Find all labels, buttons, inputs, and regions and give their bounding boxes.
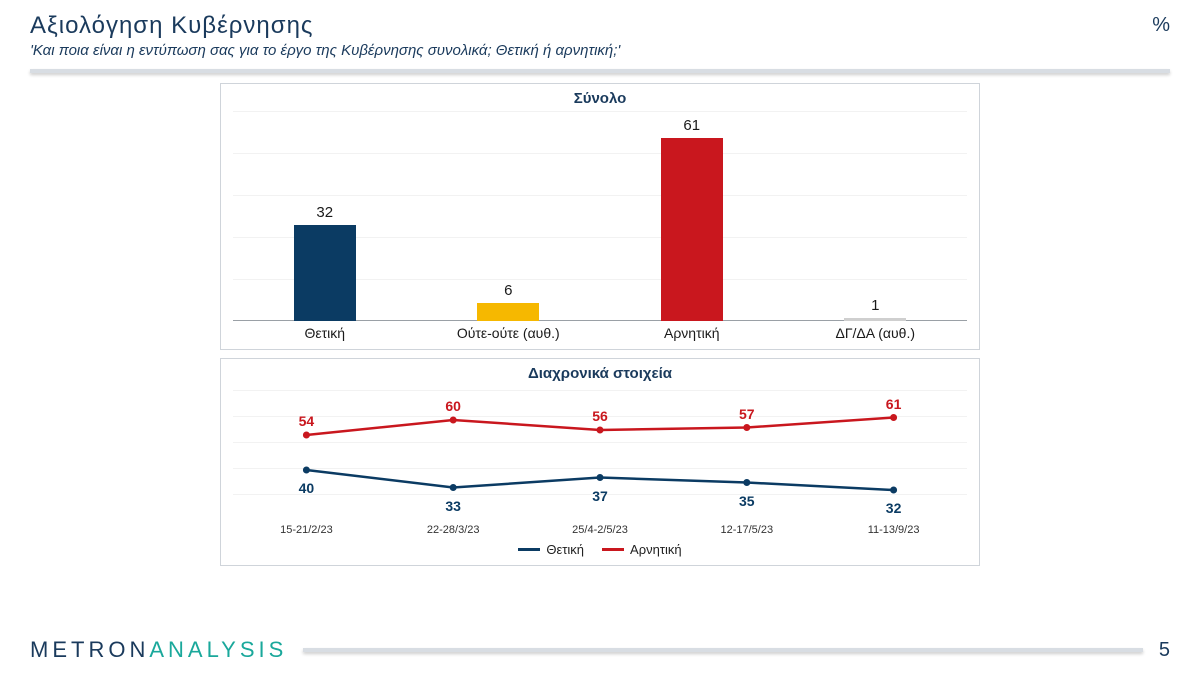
line-value-label: 54 bbox=[299, 413, 315, 429]
footer: METRONANALYSIS 5 bbox=[0, 637, 1200, 663]
bar-chart-xlabels: ΘετικήΟύτε-ούτε (αυθ.)ΑρνητικήΔΓ/ΔΑ (αυθ… bbox=[233, 325, 967, 341]
page-subtitle: 'Και ποια είναι η εντύπωση σας για το έρ… bbox=[30, 42, 1170, 59]
line-xlabel: 15-21/2/23 bbox=[233, 524, 380, 536]
legend-label: Θετική bbox=[546, 542, 584, 557]
bar-column: 6 bbox=[417, 282, 601, 321]
line-marker bbox=[743, 424, 750, 431]
bar-category-label: Αρνητική bbox=[600, 325, 784, 341]
bar-value-label: 32 bbox=[316, 204, 333, 221]
line-xlabel: 22-28/3/23 bbox=[380, 524, 527, 536]
line-chart-xlabels: 15-21/2/2322-28/3/2325/4-2/5/2312-17/5/2… bbox=[233, 524, 967, 536]
bar-column: 32 bbox=[233, 204, 417, 321]
bar-value-label: 6 bbox=[504, 282, 512, 299]
bar-rect bbox=[294, 225, 356, 321]
bar-column: 61 bbox=[600, 117, 784, 321]
line-xlabel: 11-13/9/23 bbox=[820, 524, 967, 536]
legend-item: Αρνητική bbox=[602, 542, 682, 557]
line-value-label: 33 bbox=[445, 498, 461, 514]
legend-swatch bbox=[518, 548, 540, 551]
line-marker bbox=[743, 479, 750, 486]
line-value-label: 32 bbox=[886, 500, 902, 516]
bar-category-label: Θετική bbox=[233, 325, 417, 341]
line-marker bbox=[890, 414, 897, 421]
bar-column: 1 bbox=[784, 297, 968, 321]
header: Αξιολόγηση Κυβέρνησης 'Και ποια είναι η … bbox=[0, 0, 1200, 63]
line-marker bbox=[450, 417, 457, 424]
line-value-label: 61 bbox=[886, 396, 902, 412]
line-value-label: 60 bbox=[445, 398, 461, 414]
line-value-label: 40 bbox=[299, 480, 315, 496]
line-value-label: 37 bbox=[592, 488, 608, 504]
bar-chart-panel: Σύνολο 32 6 61 1 ΘετικήΟύτε-ούτε (αυθ.)Αρνη… bbox=[220, 83, 980, 350]
line-xlabel: 25/4-2/5/23 bbox=[527, 524, 674, 536]
bar-rect bbox=[477, 303, 539, 321]
line-xlabel: 12-17/5/23 bbox=[673, 524, 820, 536]
brand-part1: METRON bbox=[30, 637, 149, 662]
page-title: Αξιολόγηση Κυβέρνησης bbox=[30, 12, 1170, 40]
line-marker bbox=[303, 467, 310, 474]
header-divider bbox=[30, 69, 1170, 73]
bar-category-label: ΔΓ/ΔΑ (αυθ.) bbox=[784, 325, 968, 341]
line-marker bbox=[303, 432, 310, 439]
legend-item: Θετική bbox=[518, 542, 584, 557]
bar-rect bbox=[844, 318, 906, 321]
line-value-label: 35 bbox=[739, 493, 755, 509]
line-marker bbox=[597, 427, 604, 434]
brand-part2: ANALYSIS bbox=[149, 637, 287, 662]
percent-indicator: % bbox=[1152, 14, 1170, 37]
line-marker bbox=[450, 484, 457, 491]
line-value-label: 57 bbox=[739, 406, 755, 422]
footer-divider bbox=[303, 648, 1143, 652]
legend-swatch bbox=[602, 548, 624, 551]
brand-logo: METRONANALYSIS bbox=[30, 637, 287, 663]
bar-value-label: 61 bbox=[683, 117, 700, 134]
bar-rect bbox=[661, 138, 723, 321]
line-chart-plot: 40 33 37 35 32 54 60 56 57 61 bbox=[233, 390, 967, 520]
line-marker bbox=[597, 474, 604, 481]
bar-chart-title: Σύνολο bbox=[221, 84, 979, 111]
legend-label: Αρνητική bbox=[630, 542, 682, 557]
bar-category-label: Ούτε-ούτε (αυθ.) bbox=[417, 325, 601, 341]
line-marker bbox=[890, 487, 897, 494]
line-value-label: 56 bbox=[592, 408, 608, 424]
page-number: 5 bbox=[1159, 639, 1170, 662]
bar-value-label: 1 bbox=[871, 297, 879, 314]
line-chart-panel: Διαχρονικά στοιχεία 40 33 37 35 32 54 60 56 57 61… bbox=[220, 358, 980, 566]
bar-chart-plot: 32 6 61 1 bbox=[233, 111, 967, 321]
line-chart-title: Διαχρονικά στοιχεία bbox=[221, 359, 979, 386]
line-chart-legend: Θετική Αρνητική bbox=[221, 536, 979, 565]
